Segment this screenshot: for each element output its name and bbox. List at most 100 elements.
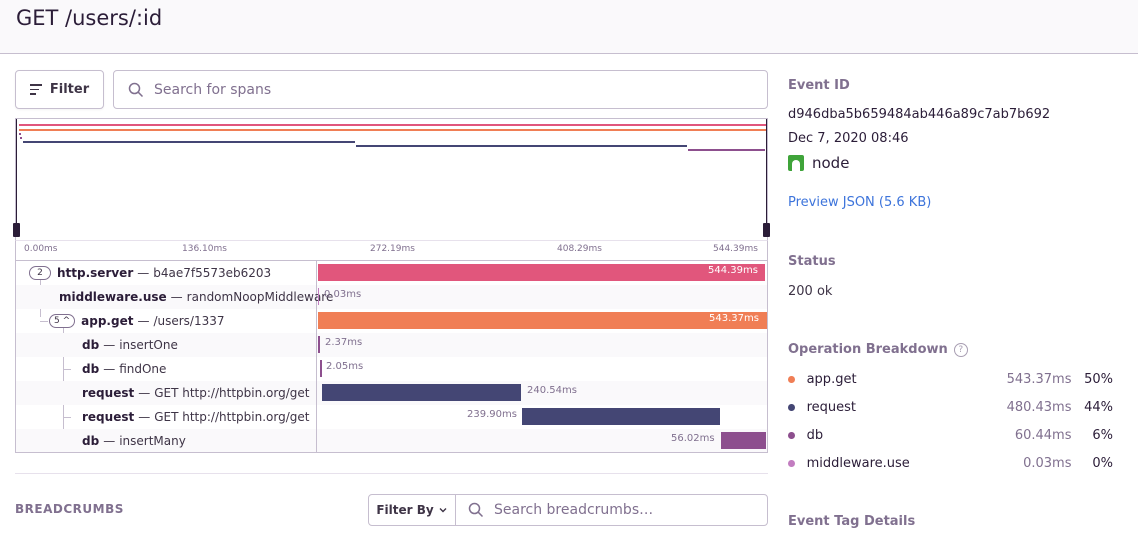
span-row-db-insertone[interactable]: db — insertOne 2.37ms [16,333,767,357]
span-description: GET http://httpbin.org/get [154,386,310,400]
breakdown-percent: 6% [1092,427,1113,443]
filter-icon [29,84,42,95]
page-header: GET /users/:id [0,0,1138,54]
breakdown-duration: 543.37ms [1006,371,1072,387]
span-duration: 240.54ms [527,385,577,396]
span-bar[interactable] [318,264,765,281]
minimap-line-request-1 [23,141,355,143]
breadcrumbs-heading: BREADCRUMBS [15,502,124,516]
child-count-badge[interactable]: 2 [29,266,51,280]
span-op: http.server [57,266,134,280]
breakdown-op: middleware.use [806,455,910,471]
status-value: 200 ok [788,284,833,299]
tick-label: 136.10ms [182,244,227,254]
span-op: request [82,386,135,400]
span-row-request-2[interactable]: request — GET http://httpbin.org/get 239… [16,405,767,429]
span-row-db-insertmany[interactable]: db — insertMany 56.02ms [16,429,767,452]
help-icon[interactable]: ? [953,342,968,357]
span-op: db [82,434,100,448]
breadcrumbs-search-input[interactable] [494,502,764,518]
span-row-app-get[interactable]: 5 ^ app.get — /users/1337 543.37ms [16,309,767,333]
span-duration: 0.03ms [324,289,362,300]
breakdown-op: db [806,427,824,443]
span-row-request-1[interactable]: request — GET http://httpbin.org/get 240… [16,381,767,405]
span-row-db-findone[interactable]: db — findOne 2.05ms [16,357,767,381]
span-duration: 239.90ms [467,409,517,420]
page-title: GET /users/:id [16,6,163,30]
span-minimap[interactable] [13,118,770,240]
span-op: request [82,410,135,424]
legend-dot [788,403,795,411]
tick-label: 544.39ms [713,244,758,254]
breakdown-percent: 44% [1084,399,1113,415]
span-description: randomNoopMiddleware [186,290,334,304]
breakdown-row: db 60.44ms 6% [788,426,1113,444]
span-dash: — [137,314,150,328]
nodejs-icon [788,155,804,171]
span-row-http-server[interactable]: 2 http.server — b4ae7f5573eb6203 544.39m… [16,261,767,285]
platform-name: node [812,154,850,172]
operation-breakdown-text: Operation Breakdown [788,342,948,357]
span-dash: — [103,338,116,352]
breakdown-duration: 0.03ms [1023,455,1072,471]
span-op: db [82,338,100,352]
span-bar[interactable] [522,408,720,425]
time-axis: 0.00ms 136.10ms 272.19ms 408.29ms 544.39… [15,240,768,260]
breadcrumbs-filter-dropdown[interactable]: Filter By [368,494,456,526]
breakdown-duration: 480.43ms [1006,399,1072,415]
minimap-right-handle[interactable] [763,223,770,237]
breakdown-duration: 60.44ms [1014,427,1072,443]
search-icon [468,502,484,518]
event-date: Dec 7, 2020 08:46 [788,131,909,146]
span-bar[interactable] [318,336,320,353]
filter-button[interactable]: Filter [15,70,104,109]
span-dash: — [138,386,151,400]
span-search-input[interactable] [154,81,730,98]
breadcrumbs-filter-label: Filter By [376,503,434,517]
span-description: insertOne [119,338,178,352]
span-description: GET http://httpbin.org/get [154,410,310,424]
span-duration: 2.05ms [326,361,364,372]
filter-button-label: Filter [49,82,90,97]
span-description: b4ae7f5573eb6203 [153,266,272,280]
collapse-toggle-badge[interactable]: 5 ^ [49,314,76,328]
minimap-line-db-find [20,137,22,139]
span-description: insertMany [119,434,186,448]
span-bar[interactable] [721,432,766,449]
span-dash: — [138,410,151,424]
minimap-left-handle[interactable] [13,223,20,237]
event-id-value: d946dba5b659484ab446a89c7ab7b692 [788,107,1051,122]
breakdown-op: request [806,399,857,415]
status-label: Status [788,254,836,269]
operation-breakdown-label: Operation Breakdown? [788,342,968,357]
span-bar[interactable] [318,288,319,305]
chevron-down-icon [439,508,447,513]
breakdown-row: middleware.use 0.03ms 0% [788,454,1113,472]
breakdown-percent: 0% [1092,455,1113,471]
minimap-left-edge [16,119,17,237]
span-dash: — [170,290,183,304]
minimap-line-db-insert [19,133,21,135]
span-search-box[interactable] [113,70,768,109]
span-op: db [82,362,100,376]
minimap-right-edge [766,119,767,237]
span-op: middleware.use [59,290,167,304]
minimap-line-http-server [19,124,767,126]
preview-json-link[interactable]: Preview JSON (5.6 KB) [788,195,932,210]
span-bar[interactable] [320,360,322,377]
span-row-middleware[interactable]: middleware.use — randomNoopMiddleware 0.… [16,285,767,309]
legend-dot [788,459,795,467]
section-divider [15,473,768,474]
span-bar[interactable] [322,384,521,401]
span-duration: 544.39ms [708,265,758,276]
span-duration: 2.37ms [325,337,363,348]
breakdown-op: app.get [806,371,857,387]
minimap-line-request-2 [356,145,687,147]
breadcrumbs-search-box[interactable] [455,494,768,526]
span-duration: 56.02ms [671,433,715,444]
span-duration: 543.37ms [709,313,759,324]
span-dash: — [103,434,116,448]
legend-dot [788,431,795,439]
span-op: app.get [81,314,134,328]
span-bar[interactable] [318,312,767,329]
